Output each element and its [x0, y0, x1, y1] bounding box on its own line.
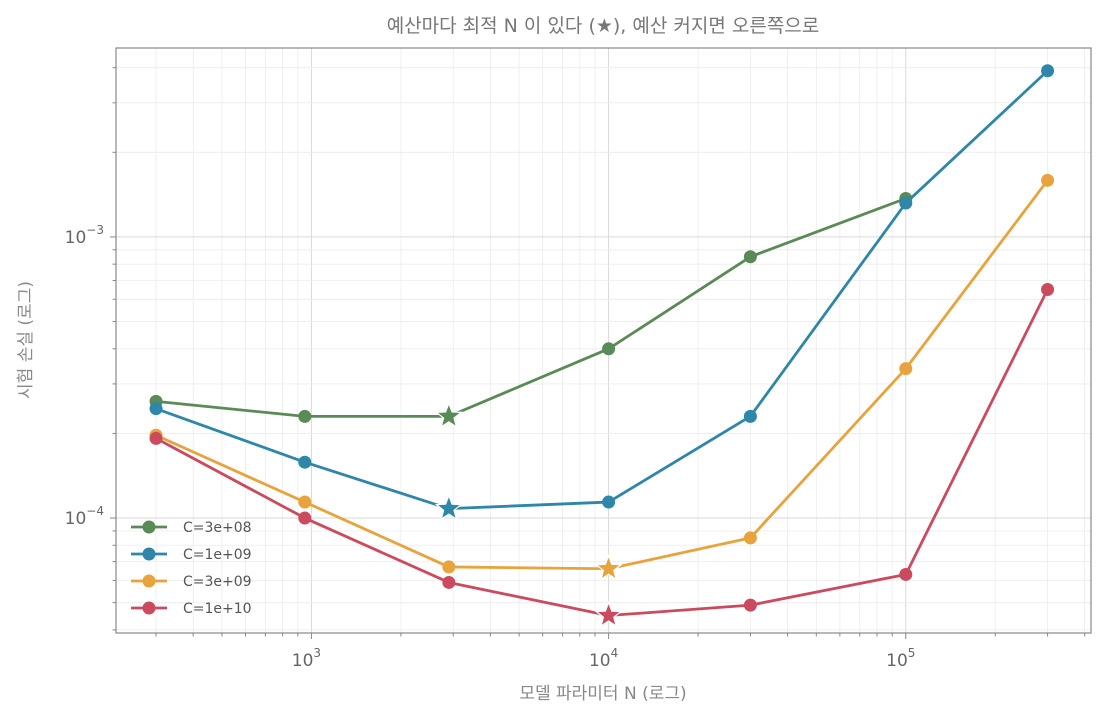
series-line	[155, 197, 907, 418]
legend-label: C=3e+08	[183, 520, 252, 536]
legend-entry: C=1e+09	[131, 547, 252, 563]
data-point	[743, 531, 757, 545]
data-point	[149, 402, 163, 416]
x-tick-label: 105	[886, 646, 915, 671]
legend-marker	[142, 520, 156, 534]
series-C=1e+10	[149, 283, 1055, 628]
x-axis: 103 104 105	[155, 633, 1086, 671]
legend-marker	[142, 574, 156, 588]
data-point	[602, 495, 616, 509]
data-point	[1041, 173, 1055, 187]
data-point	[442, 560, 456, 574]
optimum-star-marker	[434, 493, 463, 521]
data-point	[298, 409, 312, 423]
data-point	[298, 511, 312, 525]
series-line	[155, 69, 1049, 511]
data-point	[1041, 64, 1055, 78]
y-tick-label: 10−3	[65, 223, 104, 248]
legend-label: C=3e+09	[183, 574, 252, 590]
series-C=3e+08	[149, 192, 913, 429]
legend-marker	[142, 547, 156, 561]
legend-label: C=1e+10	[183, 601, 252, 617]
data-point	[899, 362, 913, 376]
data-point	[899, 567, 913, 581]
chart-title: 예산마다 최적 N 이 있다 (★), 예산 커지면 오른쪽으로	[387, 15, 820, 37]
optimum-star-marker	[434, 401, 463, 429]
y-axis: 10−4 10−3	[65, 67, 116, 631]
y-axis-label: 시험 손실 (로그)	[16, 281, 36, 399]
legend-entry: C=3e+09	[131, 574, 252, 590]
data-point	[899, 196, 913, 210]
x-tick-label: 104	[589, 646, 618, 671]
optimum-star-marker	[594, 554, 623, 581]
data-point	[298, 495, 312, 509]
y-tick-label: 10−4	[65, 504, 104, 529]
plot-area	[149, 64, 1055, 628]
data-point	[743, 598, 757, 612]
grid	[116, 48, 1091, 633]
data-point	[1041, 283, 1055, 297]
optimum-star-marker	[594, 600, 623, 628]
series-C=3e+09	[149, 173, 1055, 581]
data-point	[442, 575, 456, 589]
data-point	[743, 409, 757, 423]
data-point	[743, 250, 757, 264]
data-point	[602, 342, 616, 356]
legend-entry: C=3e+08	[131, 520, 252, 536]
data-point	[298, 455, 312, 469]
x-axis-label: 모델 파라미터 N (로그)	[519, 684, 686, 704]
legend-marker	[142, 601, 156, 615]
legend-entry: C=1e+10	[131, 601, 252, 617]
plot-frame	[115, 47, 1092, 634]
data-point	[149, 431, 163, 445]
x-tick-label: 103	[292, 646, 321, 671]
series-C=1e+09	[149, 64, 1055, 521]
legend-label: C=1e+09	[183, 547, 252, 563]
legend: C=3e+08 C=1e+09 C=3e+09 C=1e+10	[131, 520, 252, 617]
